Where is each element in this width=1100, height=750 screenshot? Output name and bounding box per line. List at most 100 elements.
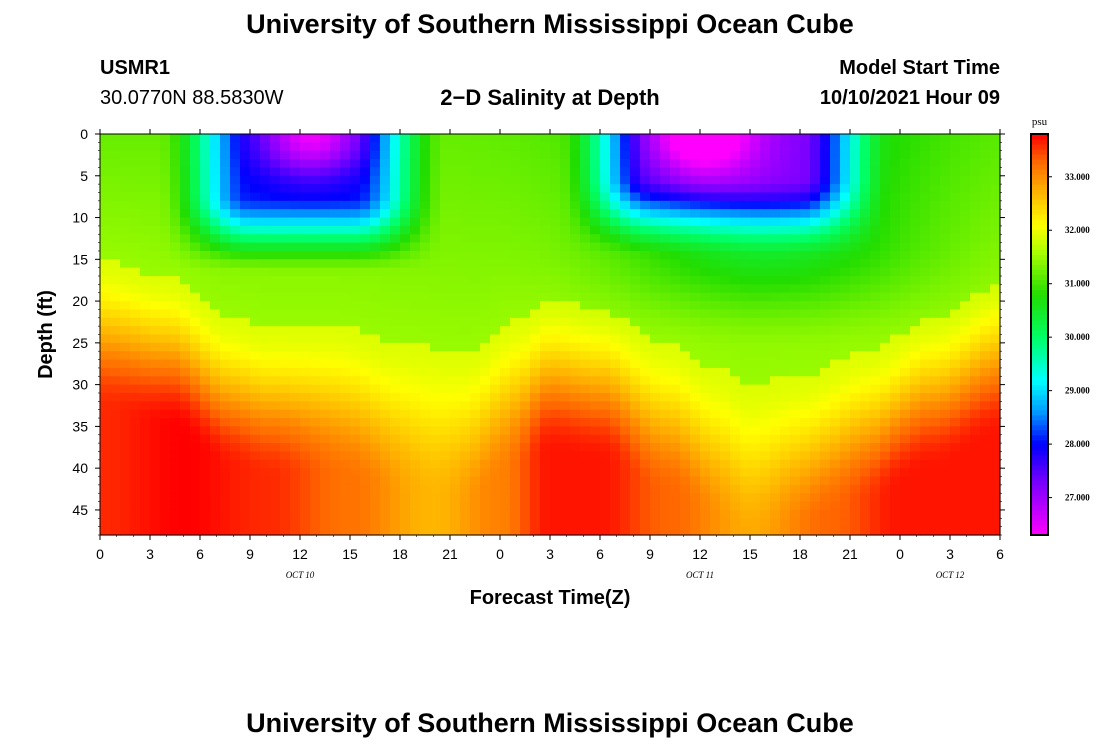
heatmap-cell bbox=[830, 250, 841, 260]
heatmap-cell bbox=[310, 351, 321, 361]
heatmap-cell bbox=[980, 175, 991, 185]
heatmap-cell bbox=[250, 409, 261, 419]
heatmap-cell bbox=[650, 476, 661, 486]
heatmap-cell bbox=[720, 426, 731, 436]
heatmap-cell bbox=[130, 351, 141, 361]
heatmap-cell bbox=[890, 376, 901, 386]
heatmap-cell bbox=[670, 134, 681, 143]
heatmap-cell bbox=[860, 526, 871, 536]
heatmap-cell bbox=[260, 401, 271, 411]
heatmap-cell bbox=[600, 443, 611, 453]
heatmap-cell bbox=[470, 451, 481, 461]
heatmap-cell bbox=[600, 468, 611, 478]
heatmap-cell bbox=[150, 359, 161, 369]
heatmap-cell bbox=[610, 175, 621, 185]
heatmap-cell bbox=[120, 326, 131, 336]
heatmap-cell bbox=[740, 384, 751, 394]
heatmap-cell bbox=[530, 351, 541, 361]
heatmap-cell bbox=[590, 242, 601, 252]
heatmap-cell bbox=[990, 309, 1001, 319]
heatmap-cell bbox=[760, 409, 771, 419]
heatmap-cell bbox=[740, 367, 751, 377]
heatmap-cell bbox=[650, 451, 661, 461]
heatmap-cell bbox=[360, 317, 371, 327]
heatmap-cell bbox=[460, 284, 471, 294]
x-axis-label: Forecast Time(Z) bbox=[470, 587, 631, 609]
heatmap-cell bbox=[530, 443, 541, 453]
heatmap-cell bbox=[980, 142, 991, 152]
heatmap-cell bbox=[350, 384, 361, 394]
heatmap-cell bbox=[670, 451, 681, 461]
heatmap-cell bbox=[560, 309, 571, 319]
heatmap-cell bbox=[850, 518, 861, 528]
heatmap-cell bbox=[300, 451, 311, 461]
heatmap-cell bbox=[280, 134, 291, 143]
heatmap-cell bbox=[900, 476, 911, 486]
heatmap-cell bbox=[810, 367, 821, 377]
heatmap-cell bbox=[440, 434, 451, 444]
heatmap-cell bbox=[200, 326, 211, 336]
heatmap-cell bbox=[400, 359, 411, 369]
heatmap-cell bbox=[470, 309, 481, 319]
heatmap-cell bbox=[110, 509, 121, 519]
heatmap-cell bbox=[300, 493, 311, 503]
heatmap-cell bbox=[910, 234, 921, 244]
heatmap-cell bbox=[730, 451, 741, 461]
heatmap-cell bbox=[800, 342, 811, 352]
heatmap-cell bbox=[120, 493, 131, 503]
heatmap-cell bbox=[570, 509, 581, 519]
heatmap-cell bbox=[990, 493, 1001, 503]
heatmap-cell bbox=[250, 326, 261, 336]
y-tick-label: 40 bbox=[72, 460, 88, 476]
heatmap-cell bbox=[840, 175, 851, 185]
heatmap-cell bbox=[320, 267, 331, 277]
heatmap-cell bbox=[780, 225, 791, 235]
heatmap-cell bbox=[730, 501, 741, 511]
heatmap-cell bbox=[850, 142, 861, 152]
heatmap-cell bbox=[270, 409, 281, 419]
heatmap-cell bbox=[420, 159, 431, 169]
heatmap-cell bbox=[580, 334, 591, 344]
heatmap-cell bbox=[640, 184, 651, 194]
heatmap-cell bbox=[120, 459, 131, 469]
heatmap-cell bbox=[910, 468, 921, 478]
heatmap-cell bbox=[210, 476, 221, 486]
heatmap-cell bbox=[180, 443, 191, 453]
heatmap-cell bbox=[120, 409, 131, 419]
heatmap-cell bbox=[220, 225, 231, 235]
heatmap-cell bbox=[240, 351, 251, 361]
heatmap-cell bbox=[840, 451, 851, 461]
heatmap-cell bbox=[840, 359, 851, 369]
heatmap-cell bbox=[370, 309, 381, 319]
heatmap-cell bbox=[110, 451, 121, 461]
heatmap-cell bbox=[420, 301, 431, 311]
heatmap-cell bbox=[510, 468, 521, 478]
heatmap-cell bbox=[190, 459, 201, 469]
heatmap-cell bbox=[160, 134, 171, 143]
heatmap-cell bbox=[840, 167, 851, 177]
heatmap-cell bbox=[640, 242, 651, 252]
heatmap-cell bbox=[440, 501, 451, 511]
heatmap-cell bbox=[300, 242, 311, 252]
heatmap-cell bbox=[210, 434, 221, 444]
colorbar-segment bbox=[1031, 319, 1048, 326]
heatmap-cell bbox=[590, 401, 601, 411]
heatmap-cell bbox=[630, 200, 641, 210]
heatmap-cell bbox=[980, 476, 991, 486]
heatmap-cell bbox=[500, 518, 511, 528]
heatmap-cell bbox=[620, 309, 631, 319]
colorbar-segment bbox=[1031, 309, 1048, 316]
heatmap-cell bbox=[730, 200, 741, 210]
heatmap-cell bbox=[830, 317, 841, 327]
heatmap-cell bbox=[270, 150, 281, 160]
heatmap-cell bbox=[720, 367, 731, 377]
page-title: University of Southern Mississippi Ocean… bbox=[246, 9, 854, 39]
heatmap-cell bbox=[580, 159, 591, 169]
heatmap-cell bbox=[960, 459, 971, 469]
heatmap-cell bbox=[590, 259, 601, 269]
heatmap-cell bbox=[240, 267, 251, 277]
heatmap-cell bbox=[380, 493, 391, 503]
heatmap-cell bbox=[670, 526, 681, 536]
heatmap-cell bbox=[580, 250, 591, 260]
heatmap-cell bbox=[190, 276, 201, 285]
